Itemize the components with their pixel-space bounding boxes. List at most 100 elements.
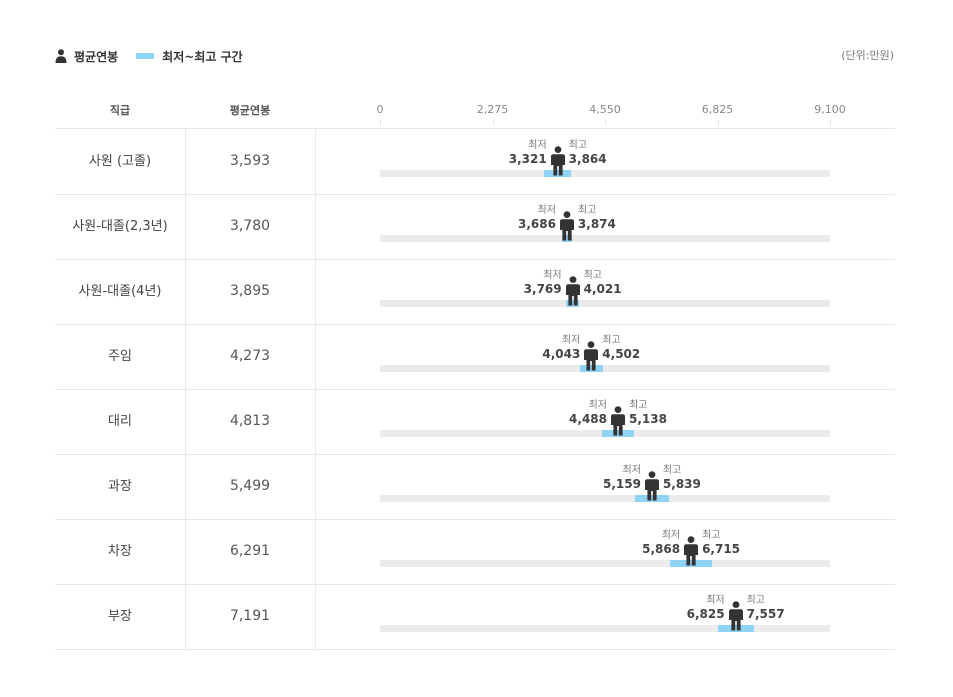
min-value: 5,868 [642, 542, 681, 556]
grade-label: 부장 [108, 609, 132, 624]
min-value: 3,769 [523, 282, 562, 296]
avg-salary-value: 3,895 [229, 283, 271, 299]
max-caption: 최고 [568, 140, 588, 151]
range-track [380, 625, 830, 632]
table-row: 차장 6,291 최저 5,868 최고 6,715 [55, 519, 895, 585]
legend-range: 최저~최고 구간 [118, 48, 243, 65]
avg-salary-value: 5,499 [229, 478, 271, 494]
min-label: 최저 4,043 [542, 334, 580, 362]
range-bar [562, 235, 572, 242]
min-value: 3,686 [517, 217, 556, 231]
avg-person-marker [611, 406, 625, 436]
table-header: 직급 평균연봉 [55, 98, 895, 129]
avg-person-marker [644, 471, 659, 501]
min-label: 최저 5,159 [603, 464, 641, 492]
min-value: 6,825 [686, 607, 725, 621]
column-divider [315, 584, 316, 649]
table-row: 과장 5,499 최저 5,159 최고 5,839 [55, 454, 895, 520]
range-track [380, 170, 830, 177]
min-caption: 최저 [588, 400, 608, 411]
column-divider [315, 194, 316, 259]
min-label: 최저 3,686 [518, 204, 556, 232]
x-tick-mark [605, 120, 606, 126]
x-tick-mark [717, 120, 719, 126]
max-value: 7,557 [746, 607, 785, 621]
range-bar [601, 430, 635, 437]
avg-salary-value: 4,273 [229, 348, 271, 364]
column-divider [185, 389, 186, 454]
max-label: 최고 4,021 [584, 269, 622, 297]
min-value: 4,043 [542, 347, 581, 361]
table-row: 주임 4,273 최저 4,043 최고 4,502 [55, 324, 895, 390]
min-label: 최저 4,488 [569, 399, 607, 427]
header-grade: 직급 [109, 104, 131, 117]
max-value: 5,138 [629, 412, 667, 426]
max-caption: 최고 [702, 530, 721, 541]
table-row: 사원-대졸(2,3년) 3,780 최저 3,686 최고 3,874 [55, 194, 895, 260]
avg-salary-value: 7,191 [229, 608, 271, 624]
column-divider [315, 454, 316, 519]
min-label: 최저 3,321 [509, 139, 547, 167]
range-track [380, 495, 830, 502]
max-value: 4,502 [602, 347, 641, 361]
x-tick-label: 9,100 [814, 103, 846, 116]
legend-avg: 평균연봉 [55, 48, 118, 65]
min-value: 3,321 [508, 152, 547, 166]
x-tick-label: 4,550 [589, 103, 621, 116]
max-value: 6,715 [702, 542, 741, 556]
range-bar [566, 300, 579, 307]
min-caption: 최저 [543, 270, 562, 281]
legend-avg-label: 평균연봉 [74, 49, 119, 64]
table-row: 사원-대졸(4년) 3,895 최저 3,769 최고 4,021 [55, 259, 895, 325]
max-value: 5,839 [662, 477, 701, 491]
legend: 평균연봉 최저~최고 구간 [55, 46, 243, 66]
min-value: 4,488 [569, 412, 608, 426]
legend-range-label: 최저~최고 구간 [162, 49, 243, 64]
grade-label: 주임 [108, 349, 132, 364]
avg-person-marker [550, 146, 565, 176]
grade-label: 대리 [108, 414, 132, 429]
grade-label: 사원-대졸(4년) [78, 284, 162, 299]
max-caption: 최고 [577, 205, 597, 216]
min-caption: 최저 [661, 530, 681, 541]
range-bar [635, 495, 669, 502]
grade-label: 차장 [108, 544, 132, 559]
column-divider [185, 454, 186, 519]
table-row: 대리 4,813 최저 4,488 최고 5,138 [55, 389, 895, 455]
min-caption: 최저 [537, 205, 556, 216]
max-label: 최고 5,138 [629, 399, 667, 427]
min-caption: 최저 [622, 465, 641, 476]
x-tick-label: 2,275 [476, 103, 509, 116]
column-divider [185, 194, 186, 259]
range-swatch-icon [136, 53, 155, 59]
max-value: 4,021 [583, 282, 622, 296]
range-bar [717, 625, 754, 632]
range-bar [670, 560, 713, 567]
grade-label: 과장 [108, 479, 132, 494]
range-track [380, 300, 830, 307]
column-divider [185, 129, 186, 194]
range-bar [579, 365, 603, 372]
column-divider [315, 324, 316, 389]
min-caption: 최저 [528, 140, 547, 151]
avg-salary-value: 6,291 [229, 543, 271, 559]
max-caption: 최고 [629, 400, 648, 411]
column-divider [185, 259, 186, 324]
x-tick-mark [830, 120, 831, 126]
avg-salary-value: 3,780 [229, 218, 271, 234]
min-label: 최저 5,868 [642, 529, 680, 557]
max-caption: 최고 [662, 465, 682, 476]
max-label: 최고 3,864 [569, 139, 607, 167]
person-icon [55, 49, 67, 63]
column-divider [185, 584, 186, 649]
table-row: 사원 (고졸) 3,593 최저 3,321 최고 3,864 [55, 129, 895, 195]
grade-label: 사원-대졸(2,3년) [72, 219, 168, 234]
max-caption: 최고 [746, 595, 765, 606]
range-track [380, 560, 830, 567]
min-value: 5,159 [602, 477, 641, 491]
max-label: 최고 6,715 [702, 529, 740, 557]
max-label: 최고 5,839 [663, 464, 701, 492]
min-label: 최저 3,769 [524, 269, 562, 297]
column-divider [315, 129, 316, 194]
column-divider [315, 259, 316, 324]
